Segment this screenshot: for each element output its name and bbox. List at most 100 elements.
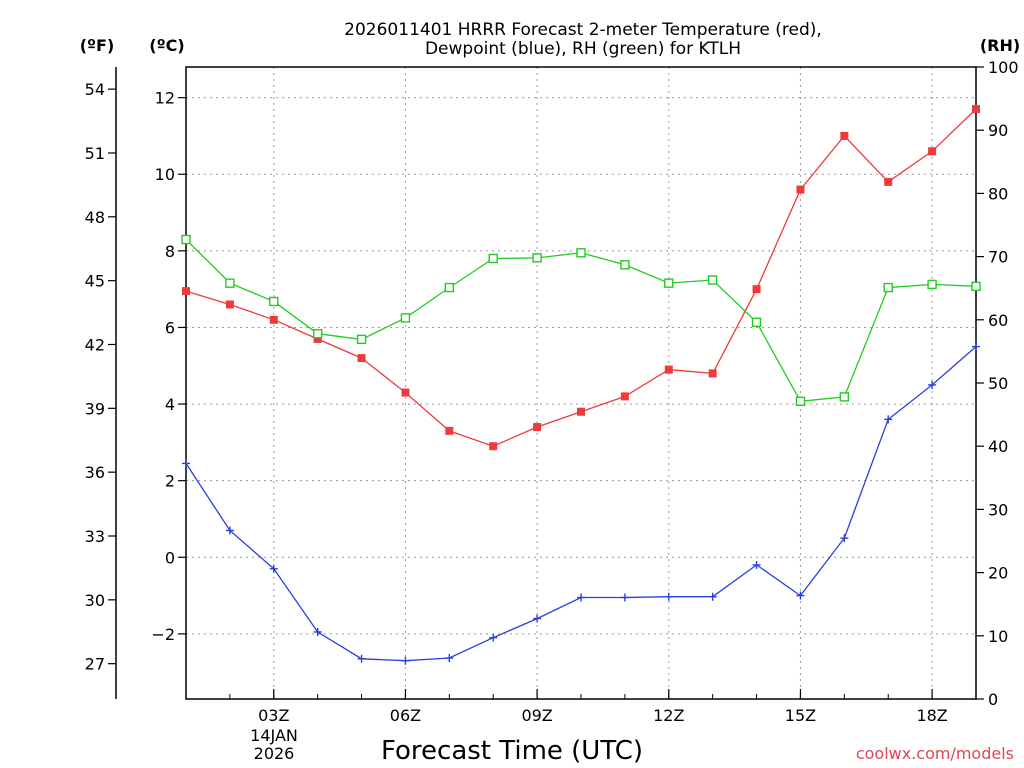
x-tick-label-5: 18Z [916, 706, 947, 725]
rh-tick-label-0: 0 [988, 690, 998, 709]
series-0-point-14 [796, 185, 805, 194]
series-1-point-10 [620, 593, 629, 602]
series-2-point-18 [971, 281, 981, 292]
series-0-point-18 [972, 105, 980, 114]
series-1-point-9 [577, 593, 585, 602]
rh-tick-label-2: 20 [988, 564, 1008, 583]
fahrenheit-tick-label-9: 54 [85, 80, 105, 99]
series-0-point-6 [445, 426, 454, 435]
series-1-point-12 [708, 592, 717, 601]
series-2-point-9 [576, 248, 586, 258]
series-2-point-2 [269, 296, 279, 307]
fahrenheit-tick-label-6: 45 [85, 272, 105, 291]
series-2-point-11 [664, 278, 674, 288]
series-1-point-13 [752, 560, 761, 569]
rh-tick-label-6: 60 [988, 311, 1008, 330]
chart-title-line-1: 2026011401 HRRR Forecast 2-meter Tempera… [344, 20, 822, 40]
fahrenheit-tick-label-0: 27 [85, 655, 105, 674]
celsius-unit-label: (ºC) [149, 36, 184, 55]
x-tick-label-1: 06Z [390, 706, 421, 725]
series-2-point-14 [795, 396, 806, 407]
series-1-point-3 [313, 627, 322, 636]
x-tick-label-3: 12Z [653, 706, 684, 725]
series-2-point-17 [927, 279, 937, 290]
celsius-tick-label-6: 10 [155, 165, 175, 184]
series-1-point-0 [182, 459, 190, 468]
series-1-point-7 [489, 633, 498, 642]
series-2-point-7 [488, 253, 498, 264]
fahrenheit-tick-label-7: 48 [85, 208, 105, 227]
source-credit: coolwx.com/models [856, 744, 1014, 763]
grid-lines [186, 67, 976, 699]
series-0-point-1 [225, 300, 234, 309]
x-axis-title: Forecast Time (UTC) [381, 736, 643, 766]
series-0-point-10 [620, 392, 629, 401]
fahrenheit-tick-label-3: 36 [85, 463, 105, 482]
series-0-point-2 [269, 315, 278, 324]
series-1-point-11 [664, 592, 673, 601]
fahrenheit-tick-label-2: 33 [85, 527, 105, 546]
series-2-meter-temperature [182, 105, 980, 451]
series-0-point-0 [182, 287, 190, 296]
rh-tick-label-3: 30 [988, 500, 1008, 519]
fahrenheit-tick-label-5: 42 [85, 335, 105, 354]
series-2-point-1 [225, 278, 235, 288]
series-0-point-9 [577, 407, 585, 416]
series-1-point-4 [357, 654, 366, 663]
series-1-point-2 [269, 564, 278, 573]
rh-tick-label-8: 80 [988, 184, 1008, 203]
series-1-point-18 [972, 342, 980, 351]
celsius-tick-label-1: 0 [165, 548, 175, 567]
series-0-point-11 [664, 365, 673, 374]
series-2-point-10 [620, 260, 630, 270]
celsius-tick-label-3: 4 [165, 395, 175, 414]
series-2-point-13 [751, 317, 762, 328]
celsius-tick-label-4: 6 [165, 318, 175, 337]
series-1-point-1 [225, 526, 234, 535]
series-0-point-13 [752, 285, 761, 294]
series-0-point-5 [401, 388, 410, 397]
series-1-point-6 [445, 654, 454, 663]
series-2-point-8 [532, 253, 542, 263]
rh-tick-label-5: 50 [988, 374, 1008, 393]
series-0-point-3 [313, 334, 322, 343]
fahrenheit-tick-label-4: 39 [85, 399, 105, 418]
series-0-point-7 [489, 442, 498, 451]
rh-tick-label-4: 40 [988, 437, 1008, 456]
series-line-0 [185, 108, 977, 447]
plot-area-frame [185, 66, 977, 700]
x-tick-label-4: 15Z [785, 706, 816, 725]
series-2-point-12 [707, 275, 718, 285]
date-label-day: 14JAN [250, 726, 298, 745]
axis-ticks: −2 0 2 4 6 8 10 12 27 30 33 36 39 42 45 48 51 54 0 10 20 30 40… [85, 58, 1019, 725]
series-0-point-17 [928, 147, 937, 156]
data-series [181, 105, 981, 665]
celsius-tick-label-2: 2 [165, 472, 175, 491]
series-0-point-4 [357, 354, 366, 363]
series-line-2 [185, 239, 977, 402]
series-line-1 [185, 346, 977, 662]
series-1-point-8 [533, 614, 542, 623]
fahrenheit-unit-label: (ºF) [80, 36, 115, 55]
series-2-point-0 [181, 234, 191, 245]
series-1-point-15 [840, 534, 849, 543]
series-2-point-15 [839, 392, 850, 402]
rh-unit-label: (RH) [980, 36, 1020, 55]
chart-title-line-2: Dewpoint (blue), RH (green) for KTLH [425, 39, 741, 59]
rh-tick-label-1: 10 [988, 627, 1008, 646]
series-1-point-17 [928, 380, 937, 389]
rh-tick-label-7: 70 [988, 248, 1008, 267]
celsius-tick-label-5: 8 [165, 242, 175, 261]
fahrenheit-tick-label-8: 51 [85, 144, 105, 163]
x-tick-label-2: 09Z [521, 706, 552, 725]
celsius-tick-label-7: 12 [155, 89, 175, 108]
date-label-year: 2026 [254, 744, 295, 763]
series-1-point-14 [796, 591, 805, 600]
series-1-point-5 [401, 656, 410, 665]
series-dewpoint [182, 342, 980, 665]
series-2-point-16 [883, 282, 893, 293]
series-2-point-3 [312, 329, 323, 339]
series-2-point-4 [356, 334, 367, 345]
fahrenheit-tick-label-1: 30 [85, 591, 105, 610]
series-0-point-15 [840, 131, 849, 140]
